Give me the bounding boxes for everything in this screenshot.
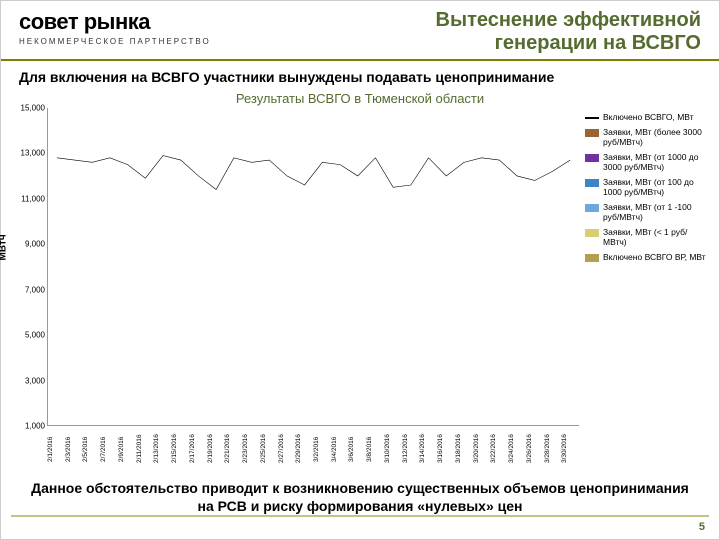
logo-main: совет рынка [19,9,211,35]
legend-swatch [585,129,599,137]
x-tick: 3/10/2016 [384,426,402,474]
x-tick: 2/17/2016 [189,426,207,474]
legend-swatch [585,254,599,262]
legend-label: Заявки, МВт (от 1000 до 3000 руб/МВтч) [603,152,709,172]
logo-sub: НЕКОММЕРЧЕСКОЕ ПАРТНЕРСТВО [19,37,211,46]
x-tick: 2/13/2016 [153,426,171,474]
y-tick: 9,000 [25,240,45,249]
y-tick: 1,000 [25,422,45,431]
x-tick: 3/30/2016 [561,426,579,474]
y-tick: 15,000 [21,104,45,113]
x-tick: 3/22/2016 [490,426,508,474]
x-axis: 2/1/20162/3/20162/5/20162/7/20162/9/2016… [47,426,579,474]
legend-item: Включено ВСВГО ВР, МВт [585,252,709,262]
x-tick: 3/18/2016 [455,426,473,474]
x-tick: 3/14/2016 [419,426,437,474]
x-tick: 2/9/2016 [118,426,136,474]
legend-item: Заявки, МВт (от 1 -100 руб/МВтч) [585,202,709,222]
legend-item: Заявки, МВт (< 1 руб/МВтч) [585,227,709,247]
footer-rule [11,515,709,517]
x-tick: 3/8/2016 [366,426,384,474]
chart-title: Результаты ВСВГО в Тюменской области [1,91,719,106]
legend-label: Включено ВСВГО, МВт [603,112,694,122]
legend-item: Включено ВСВГО, МВт [585,112,709,122]
y-axis-label: МВтч [0,234,9,260]
x-tick: 3/26/2016 [526,426,544,474]
title-line-1: Вытеснение эффективной [436,9,701,32]
legend-label: Заявки, МВт (от 1 -100 руб/МВтч) [603,202,709,222]
x-tick: 2/5/2016 [82,426,100,474]
chart: МВтч 1,0003,0005,0007,0009,00011,00013,0… [1,106,719,426]
y-tick: 3,000 [25,376,45,385]
legend-label: Заявки, МВт (от 100 до 1000 руб/МВтч) [603,177,709,197]
x-tick: 2/25/2016 [260,426,278,474]
legend-label: Заявки, МВт (< 1 руб/МВтч) [603,227,709,247]
x-tick: 3/4/2016 [331,426,349,474]
legend-item: Заявки, МВт (от 1000 до 3000 руб/МВтч) [585,152,709,172]
legend-swatch [585,204,599,212]
y-tick: 13,000 [21,149,45,158]
y-axis: МВтч 1,0003,0005,0007,0009,00011,00013,0… [11,108,47,426]
x-tick: 2/3/2016 [65,426,83,474]
x-tick: 2/7/2016 [100,426,118,474]
x-tick: 2/21/2016 [224,426,242,474]
x-tick: 3/24/2016 [508,426,526,474]
legend-item: Заявки, МВт (от 100 до 1000 руб/МВтч) [585,177,709,197]
x-tick: 3/16/2016 [437,426,455,474]
y-tick: 5,000 [25,331,45,340]
legend-label: Включено ВСВГО ВР, МВт [603,252,706,262]
x-tick: 3/6/2016 [348,426,366,474]
bottom-text: Данное обстоятельство приводит к возникн… [1,474,719,515]
page-number: 5 [699,521,705,533]
x-tick: 3/28/2016 [544,426,562,474]
x-tick: 2/15/2016 [171,426,189,474]
legend-swatch [585,154,599,162]
x-tick: 2/1/2016 [47,426,65,474]
legend-swatch [585,229,599,237]
x-tick: 2/27/2016 [278,426,296,474]
y-tick: 11,000 [21,194,45,203]
legend-item: Заявки, МВт (более 3000 руб/МВтч) [585,127,709,147]
logo: совет рынка НЕКОММЕРЧЕСКОЕ ПАРТНЕРСТВО [19,9,211,46]
x-tick: 2/11/2016 [136,426,154,474]
slide-subtitle: Для включения на ВСВГО участники вынужде… [1,61,719,85]
title-line-2: генерации на ВСВГО [436,32,701,55]
x-tick: 3/2/2016 [313,426,331,474]
legend-label: Заявки, МВт (более 3000 руб/МВтч) [603,127,709,147]
legend-swatch [585,179,599,187]
x-tick: 2/23/2016 [242,426,260,474]
legend-swatch [585,117,599,119]
x-tick: 2/29/2016 [295,426,313,474]
y-tick: 7,000 [25,285,45,294]
plot-area [47,108,579,426]
x-tick: 2/19/2016 [207,426,225,474]
x-tick: 3/20/2016 [473,426,491,474]
slide-title: Вытеснение эффективной генерации на ВСВГ… [436,9,701,55]
legend: Включено ВСВГО, МВт Заявки, МВт (более 30… [579,108,709,426]
x-tick: 3/12/2016 [402,426,420,474]
slide-header: совет рынка НЕКОММЕРЧЕСКОЕ ПАРТНЕРСТВО В… [1,1,719,61]
line-series [57,156,570,190]
